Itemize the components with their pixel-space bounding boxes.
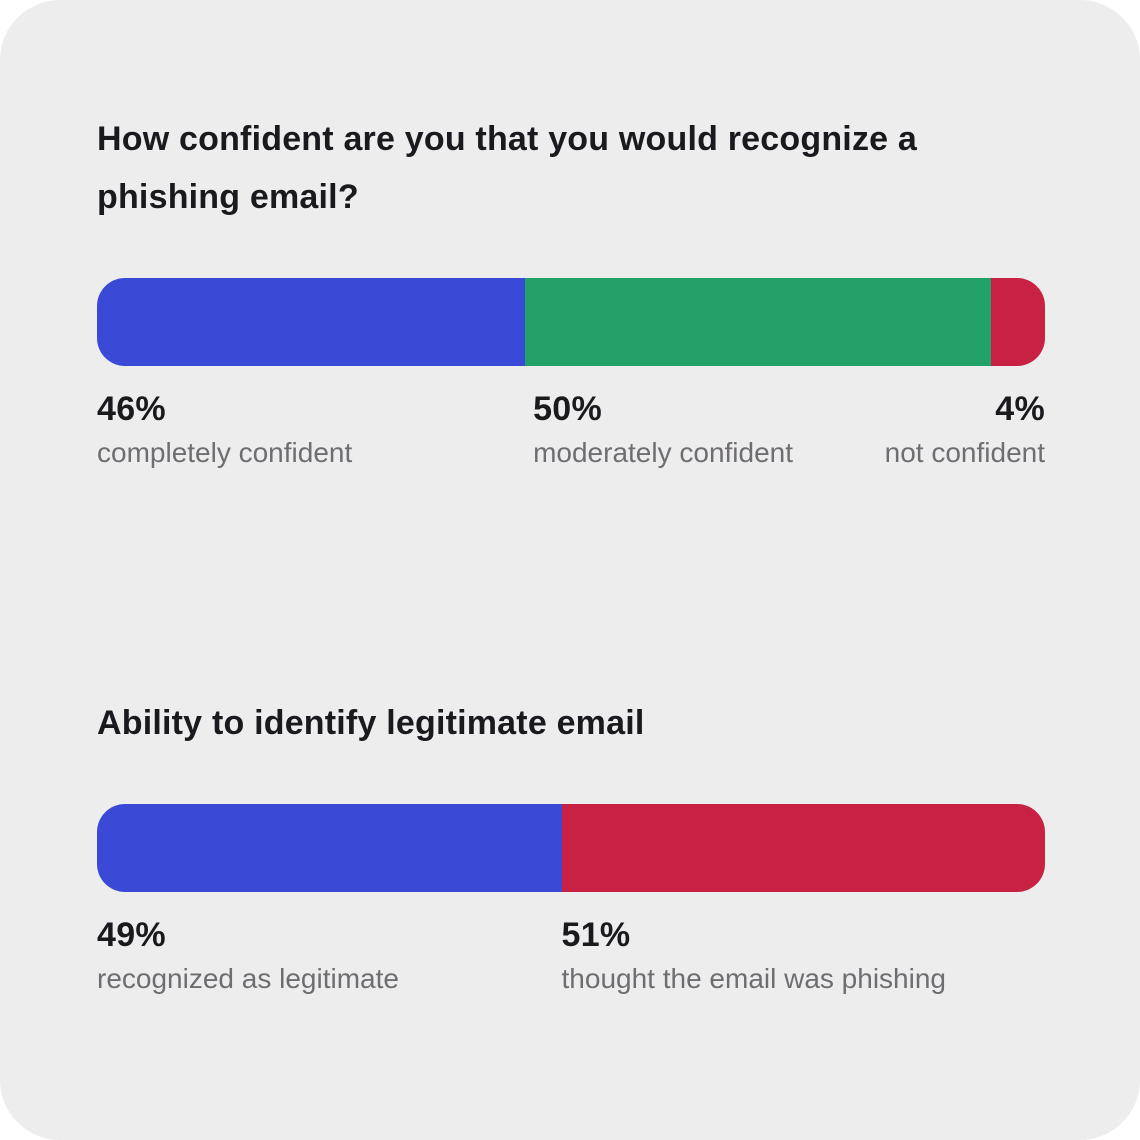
bar-segment-thought-the-email-was-phishing bbox=[561, 804, 1045, 892]
segment-percent: 50% bbox=[533, 390, 603, 428]
chart-2: Ability to identify legitimate email 49% r… bbox=[97, 694, 1045, 998]
segment-description: recognized as legitimate bbox=[97, 963, 399, 994]
bar-labels: 49% recognized as legitimate 51% thought th… bbox=[97, 914, 1045, 998]
segment-label-group: 49% recognized as legitimate bbox=[97, 914, 399, 996]
segment-percent: 46% bbox=[97, 390, 166, 428]
bar-labels: 46% completely confident 50% moderately con… bbox=[97, 388, 1045, 472]
segment-percent: 49% bbox=[97, 916, 166, 954]
chart-1: How confident are you that you would rec… bbox=[97, 0, 1045, 472]
segment-percent: 4% bbox=[995, 390, 1045, 428]
segment-label-group: 50% moderately confident bbox=[533, 388, 793, 470]
stacked-bar bbox=[97, 804, 1045, 892]
chart-title: How confident are you that you would rec… bbox=[97, 120, 918, 216]
segment-label-group: 4% not confident bbox=[885, 388, 1045, 470]
bar-segment-completely-confident bbox=[97, 278, 526, 366]
stacked-bar bbox=[97, 278, 1045, 366]
segment-description: not confident bbox=[884, 437, 1045, 468]
card-content: How confident are you that you would rec… bbox=[97, 0, 1045, 998]
segment-label-group: 46% completely confident bbox=[97, 388, 352, 470]
bar-segment-recognized-as-legitimate bbox=[97, 804, 562, 892]
bar-segment-moderately-confident bbox=[525, 278, 991, 366]
segment-description: thought the email was phishing bbox=[561, 963, 946, 994]
chart-title: Ability to identify legitimate email bbox=[97, 704, 645, 742]
segment-label-group: 51% thought the email was phishing bbox=[562, 914, 946, 996]
segment-description: completely confident bbox=[97, 437, 353, 468]
bar-segment-not-confident bbox=[991, 278, 1045, 366]
segment-description: moderately confident bbox=[533, 437, 794, 468]
segment-percent: 51% bbox=[561, 916, 631, 954]
